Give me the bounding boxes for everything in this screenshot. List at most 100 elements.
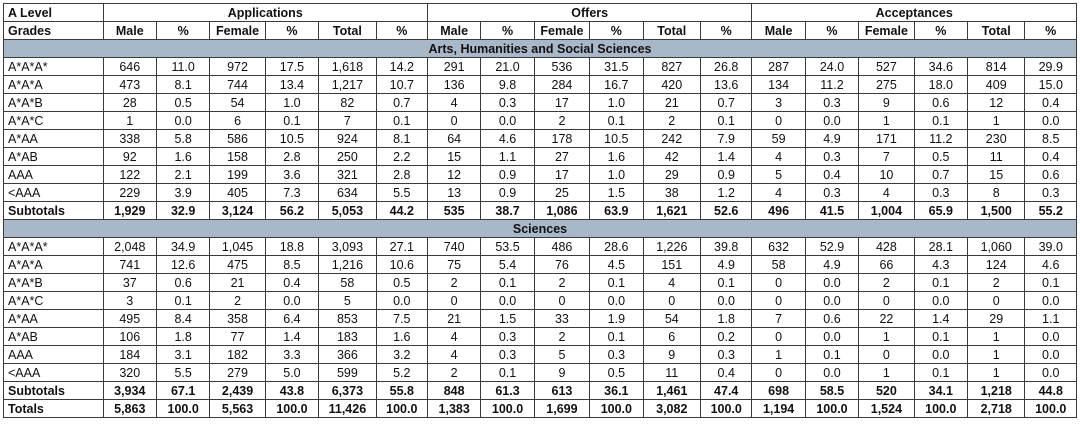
table-cell: 0.0 <box>913 291 968 310</box>
table-cell: 13.4 <box>264 75 320 94</box>
table-cell: 65.9 <box>913 201 968 220</box>
table-row: A*A*B 37 0.6 21 0.4 58 0.5 2 0.1 2 0.1 4 0.1 0 0.0 2 0.1… <box>3 273 1077 292</box>
table-cell: 0.6 <box>155 273 211 292</box>
table-cell: 0.3 <box>480 345 535 364</box>
table-cell: 12 <box>966 93 1026 112</box>
table-cell: 1,621 <box>642 201 702 220</box>
table-cell: 5,863 <box>102 399 157 418</box>
table-cell: 6 <box>209 111 266 130</box>
table-cell: 2 <box>209 291 266 310</box>
table-cell: 287 <box>751 57 806 76</box>
row-label: A*A*B <box>3 93 104 112</box>
table-cell: 0.0 <box>913 345 968 364</box>
table-cell: 106 <box>102 327 157 346</box>
table-cell: 7.9 <box>700 129 753 148</box>
table-cell: 183 <box>318 327 377 346</box>
table-cell: 4.3 <box>913 255 968 274</box>
table-cell: 4.6 <box>480 129 535 148</box>
table-cell: 1.0 <box>264 93 320 112</box>
table-cell: 0.0 <box>804 273 860 292</box>
table-cell: 21 <box>642 93 702 112</box>
table-cell: 0.0 <box>1024 111 1077 130</box>
table-cell: 5.8 <box>155 129 211 148</box>
table-cell: 0.0 <box>804 111 860 130</box>
table-cell: 634 <box>318 183 377 202</box>
table-cell: 5 <box>533 345 591 364</box>
table-cell: 100.0 <box>913 399 968 418</box>
table-cell: 33 <box>533 309 591 328</box>
table-cell: 77 <box>209 327 266 346</box>
table-cell: 178 <box>533 129 591 148</box>
table-cell: 0.3 <box>480 327 535 346</box>
table-cell: 10.5 <box>589 129 644 148</box>
table-cell: 0.9 <box>700 165 753 184</box>
table-cell: 409 <box>966 75 1026 94</box>
table-cell: 275 <box>858 75 915 94</box>
table-cell: 0.1 <box>264 111 320 130</box>
table-cell: 32.9 <box>155 201 211 220</box>
table-cell: 7 <box>751 309 806 328</box>
table-cell: 18.8 <box>264 237 320 256</box>
table-cell: 54 <box>209 93 266 112</box>
table-cell: 2 <box>858 273 915 292</box>
table-cell: 1,060 <box>966 237 1026 256</box>
table-body: Arts, Humanities and Social Sciences A*A*… <box>3 39 1077 418</box>
table-cell: 698 <box>751 381 806 400</box>
table-cell: 535 <box>426 201 482 220</box>
table-cell: 0.0 <box>155 111 211 130</box>
table-cell: 21 <box>426 309 482 328</box>
row-label: AAA <box>3 165 104 184</box>
table-cell: 184 <box>102 345 157 364</box>
table-cell: 66 <box>858 255 915 274</box>
table-cell: 151 <box>642 255 702 274</box>
table-cell: 8 <box>966 183 1026 202</box>
table-cell: 21.0 <box>480 57 535 76</box>
table-cell: 0.1 <box>913 273 968 292</box>
table-header: A Level Applications Offers Acceptances … <box>3 3 1077 40</box>
table-cell: 2.1 <box>155 165 211 184</box>
table-cell: 7.5 <box>375 309 428 328</box>
table-cell: 1.1 <box>480 147 535 166</box>
row-label: A*AA <box>3 129 104 148</box>
table-cell: 0.5 <box>589 363 644 382</box>
table-cell: 2,439 <box>209 381 266 400</box>
table-cell: 17.5 <box>264 57 320 76</box>
table-cell: 646 <box>102 57 157 76</box>
table-cell: 54 <box>642 309 702 328</box>
table-cell: 0.0 <box>480 291 535 310</box>
table-cell: 1,086 <box>533 201 591 220</box>
table-cell: 1,699 <box>533 399 591 418</box>
table-cell: 8.5 <box>264 255 320 274</box>
table-cell: 42 <box>642 147 702 166</box>
table-cell: 338 <box>102 129 157 148</box>
table-cell: 44.8 <box>1024 381 1077 400</box>
table-cell: 12.6 <box>155 255 211 274</box>
table-cell: 0.5 <box>375 273 428 292</box>
table-cell: 4 <box>751 147 806 166</box>
table-cell: 34.9 <box>155 237 211 256</box>
table-cell: 0.1 <box>804 345 860 364</box>
table-row: A*A*A 741 12.6 475 8.5 1,216 10.6 75 5.4 76 4.5 151… <box>3 255 1077 274</box>
table-cell: 0.1 <box>913 111 968 130</box>
table-cell: 18.0 <box>913 75 968 94</box>
table-cell: 3,934 <box>102 381 157 400</box>
table-cell: 814 <box>966 57 1026 76</box>
table-cell: 0.7 <box>913 165 968 184</box>
table-cell: 1.4 <box>700 147 753 166</box>
table-cell: 0.0 <box>804 327 860 346</box>
table-cell: 36.1 <box>589 381 644 400</box>
table-cell: 12 <box>426 165 482 184</box>
table-cell: 0.1 <box>589 111 644 130</box>
table-cell: 3 <box>751 93 806 112</box>
table-cell: 0.1 <box>1024 273 1077 292</box>
table-cell: 0.2 <box>700 327 753 346</box>
table-cell: 82 <box>318 93 377 112</box>
table-cell: 29 <box>642 165 702 184</box>
table-cell: 1,045 <box>209 237 266 256</box>
table-cell: 3.9 <box>155 183 211 202</box>
table-cell: 4.5 <box>589 255 644 274</box>
table-cell: 15 <box>426 147 482 166</box>
table-cell: 0 <box>751 363 806 382</box>
section-header-row: Arts, Humanities and Social Sciences <box>3 39 1077 58</box>
table-cell: 0 <box>751 273 806 292</box>
